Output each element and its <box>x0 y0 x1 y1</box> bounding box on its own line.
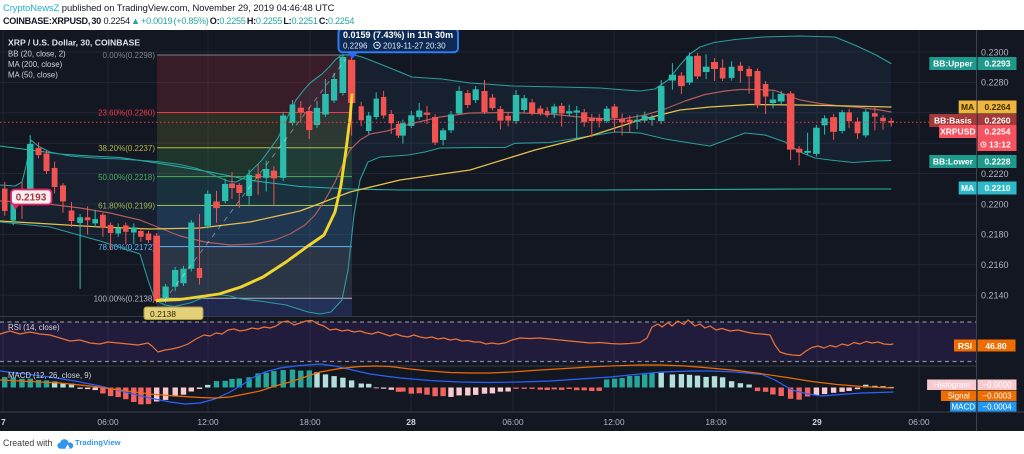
svg-text:MACD (12, 26, close, 9): MACD (12, 26, close, 9) <box>8 371 92 380</box>
svg-text:XRP / U.S. Dollar, 30, COINBAS: XRP / U.S. Dollar, 30, COINBASE <box>8 38 140 48</box>
svg-text:06:00: 06:00 <box>908 417 930 427</box>
svg-text:0.2300: 0.2300 <box>981 47 1009 57</box>
svg-text:0.2138: 0.2138 <box>150 309 176 319</box>
svg-text:46.80: 46.80 <box>985 341 1007 351</box>
svg-text:0.2254: 0.2254 <box>985 127 1011 137</box>
svg-text:61.80%(0.2199): 61.80%(0.2199) <box>98 202 155 211</box>
svg-text:0.2228: 0.2228 <box>985 157 1011 167</box>
svg-text:7: 7 <box>1 417 6 427</box>
svg-text:0.2220: 0.2220 <box>981 169 1009 179</box>
svg-text:MA (200, close): MA (200, close) <box>8 60 63 69</box>
svg-text:18:00: 18:00 <box>705 417 727 427</box>
svg-text:50.00%(0.2218): 50.00%(0.2218) <box>98 173 155 182</box>
svg-text:MA: MA <box>961 183 974 193</box>
svg-text:23.60%(0.2260): 23.60%(0.2260) <box>98 109 155 118</box>
svg-text:0.2180: 0.2180 <box>981 230 1009 240</box>
svg-text:0.2264: 0.2264 <box>985 102 1011 112</box>
svg-text:−0.0000: −0.0000 <box>982 381 1012 390</box>
svg-text:BB:Lower: BB:Lower <box>933 157 974 167</box>
svg-text:BB:Basis: BB:Basis <box>934 116 972 126</box>
svg-text:0.00%(0.2298): 0.00%(0.2298) <box>103 51 156 60</box>
svg-text:12:00: 12:00 <box>197 417 219 427</box>
svg-text:MA: MA <box>961 102 974 112</box>
svg-text:0.2210: 0.2210 <box>985 183 1011 193</box>
svg-text:−0.0004: −0.0004 <box>982 403 1012 412</box>
svg-text:13:12: 13:12 <box>984 140 1011 150</box>
svg-text:0.2140: 0.2140 <box>981 291 1009 301</box>
svg-text:2019-11-27 20:30: 2019-11-27 20:30 <box>383 41 446 50</box>
svg-text:RSI: RSI <box>958 341 972 351</box>
svg-text:MA (50, close): MA (50, close) <box>8 71 58 80</box>
svg-text:06:00: 06:00 <box>502 417 524 427</box>
svg-text:18:00: 18:00 <box>299 417 321 427</box>
svg-text:Signal: Signal <box>948 392 970 401</box>
svg-text:0.2193: 0.2193 <box>16 193 47 204</box>
svg-text:−0.0003: −0.0003 <box>982 392 1012 401</box>
svg-text:29: 29 <box>812 417 822 427</box>
svg-text:Histogram: Histogram <box>934 381 971 390</box>
svg-text:0.2293: 0.2293 <box>985 59 1011 69</box>
svg-text:0.2160: 0.2160 <box>981 260 1009 270</box>
svg-text:0.2296: 0.2296 <box>343 41 368 50</box>
svg-text:MACD: MACD <box>952 403 976 412</box>
svg-text:RSI (14, close): RSI (14, close) <box>8 323 60 332</box>
svg-text:XRPUSD: XRPUSD <box>940 127 975 137</box>
svg-text:0.2280: 0.2280 <box>981 78 1009 88</box>
svg-text:BB:Upper: BB:Upper <box>933 59 973 69</box>
svg-text:12:00: 12:00 <box>603 417 625 427</box>
svg-text:28: 28 <box>406 417 416 427</box>
svg-text:0.2260: 0.2260 <box>985 116 1011 126</box>
svg-text:BB (20, close, 2): BB (20, close, 2) <box>8 50 66 59</box>
svg-text:38.20%(0.2237): 38.20%(0.2237) <box>98 144 155 153</box>
svg-text:100.00%(0.2138): 100.00%(0.2138) <box>94 294 156 303</box>
svg-text:0.0159 (7.43%) in 11h 30m: 0.0159 (7.43%) in 11h 30m <box>343 30 453 40</box>
svg-text:06:00: 06:00 <box>97 417 119 427</box>
svg-text:78.60%(0.2172): 78.60%(0.2172) <box>98 243 155 252</box>
svg-text:0.2200: 0.2200 <box>981 199 1009 209</box>
